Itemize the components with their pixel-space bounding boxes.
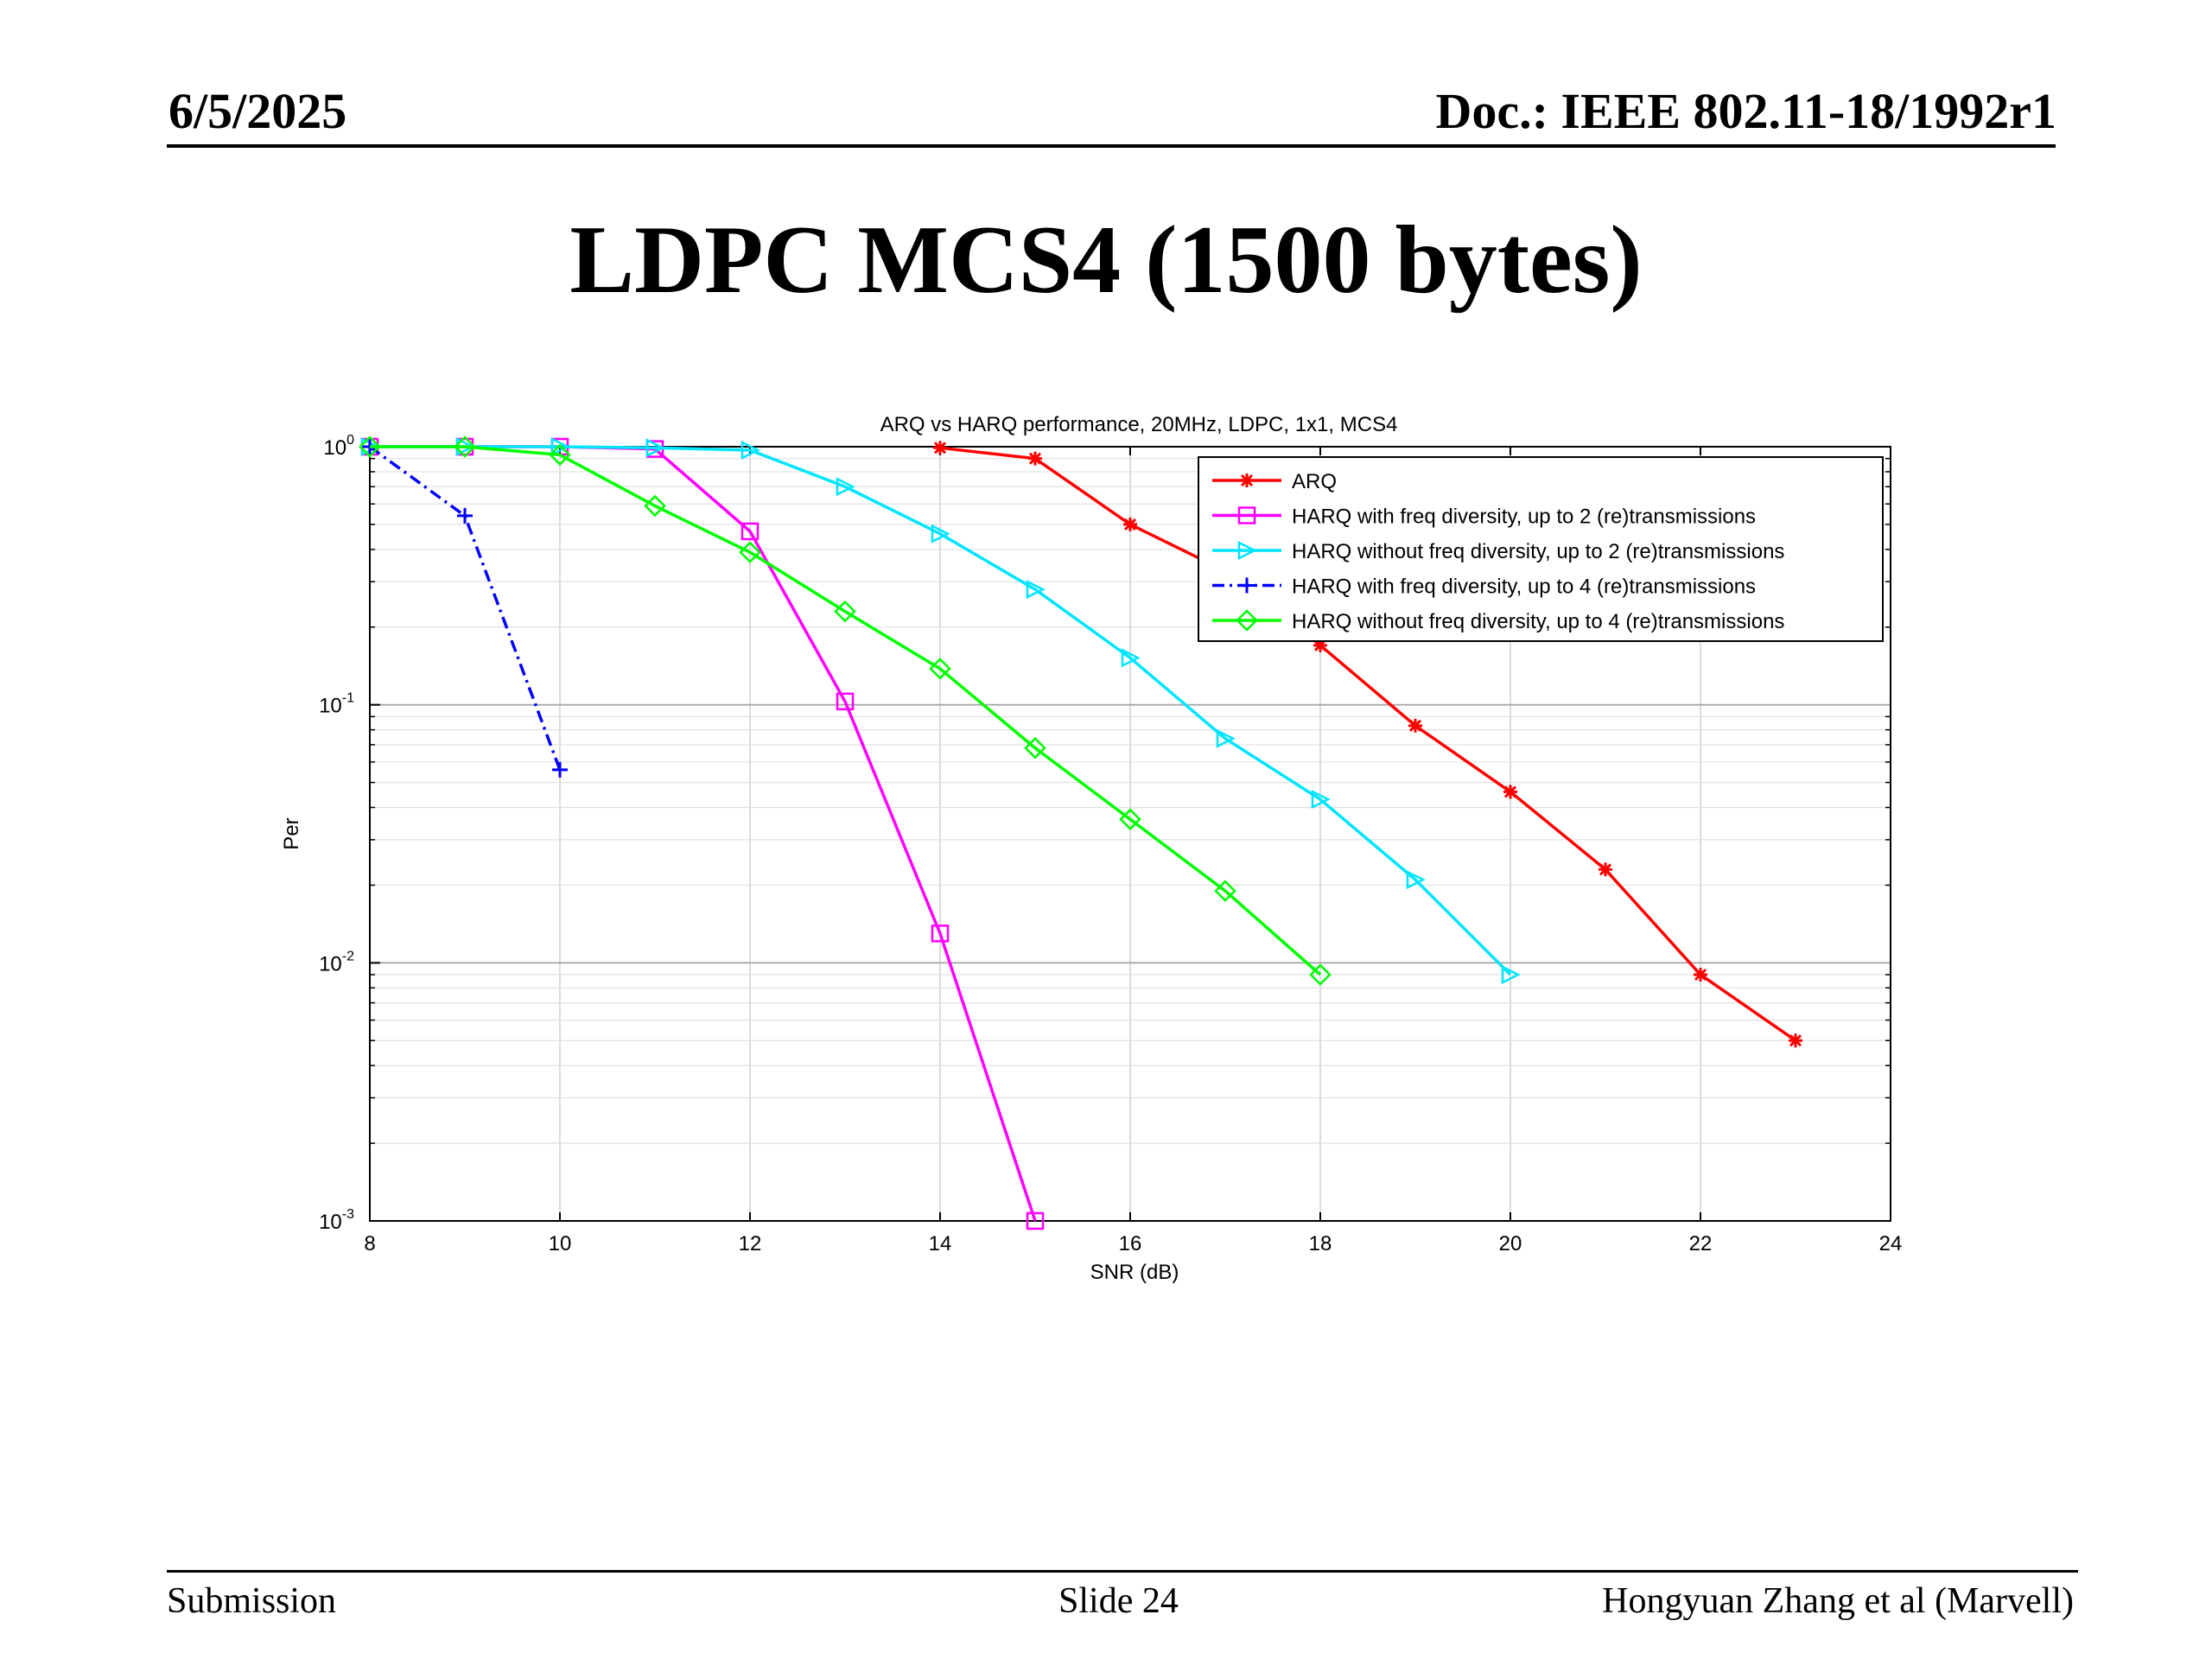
data-point-marker xyxy=(1789,1033,1802,1048)
data-point-marker xyxy=(549,443,571,467)
legend-item: ARQ xyxy=(1212,470,1337,493)
data-point-marker xyxy=(1309,963,1332,986)
data-point-marker xyxy=(933,441,947,455)
series-line xyxy=(368,445,562,771)
slide-date: 6/5/2025 xyxy=(168,83,347,139)
chart-title: ARQ vs HARQ performance, 20MHz, LDPC, 1x… xyxy=(880,413,1398,436)
x-tick-label: 16 xyxy=(1119,1232,1142,1255)
legend-label: HARQ with freq diversity, up to 4 (re)tr… xyxy=(1292,575,1756,599)
series-1 xyxy=(933,441,1802,1048)
legend-marker xyxy=(1240,474,1254,487)
data-point-marker xyxy=(1313,638,1327,652)
data-point-marker xyxy=(931,925,950,943)
data-point-marker xyxy=(454,435,476,458)
legend-label: HARQ without freq diversity, up to 4 (re… xyxy=(1292,610,1784,633)
series-line xyxy=(939,446,1796,1042)
data-point-marker xyxy=(1503,785,1517,799)
series-line xyxy=(370,445,1322,976)
data-point-marker xyxy=(1028,451,1042,466)
data-point-marker xyxy=(1123,517,1137,531)
header-divider xyxy=(167,144,2056,148)
data-point-marker xyxy=(359,435,381,458)
legend-item: HARQ with freq diversity, up to 4 (re)tr… xyxy=(1212,575,1756,599)
data-point-marker xyxy=(1024,736,1046,760)
x-tick-label: 14 xyxy=(929,1232,952,1255)
x-tick-label: 22 xyxy=(1689,1232,1713,1255)
data-point-marker xyxy=(836,477,855,497)
data-point-marker xyxy=(929,658,951,680)
y-tick-label: 10-1 xyxy=(319,691,354,718)
data-point-marker xyxy=(1026,1211,1045,1230)
data-point-marker xyxy=(550,436,570,457)
data-point-marker xyxy=(1311,790,1331,810)
data-point-marker xyxy=(1121,648,1141,668)
data-point-marker xyxy=(834,600,856,623)
x-tick-label: 20 xyxy=(1499,1232,1522,1255)
footer-submission: Submission xyxy=(167,1581,337,1621)
legend-item: HARQ without freq diversity, up to 2 (re… xyxy=(1212,540,1784,563)
data-point-marker xyxy=(836,692,855,711)
legend-label: HARQ with freq diversity, up to 2 (re)tr… xyxy=(1292,505,1756,529)
x-tick-label: 12 xyxy=(739,1232,762,1255)
data-point-marker xyxy=(1119,808,1141,830)
data-point-marker xyxy=(1694,968,1707,982)
x-tick-label: 18 xyxy=(1309,1232,1332,1255)
x-axis-label: SNR (dB) xyxy=(1090,1261,1179,1284)
x-tick-label: 24 xyxy=(1879,1232,1903,1255)
series-2 xyxy=(360,437,1045,1230)
data-point-marker xyxy=(931,524,950,543)
x-tick-label: 8 xyxy=(364,1232,375,1255)
data-point-marker xyxy=(644,494,666,518)
legend-item: HARQ without freq diversity, up to 4 (re… xyxy=(1212,609,1784,633)
axis-ticks: 8 10 12 14 16 18 20 22 24 100 10-1 10-2 10-3 xyxy=(319,433,1902,1255)
data-point-marker xyxy=(1501,964,1521,985)
data-point-marker xyxy=(741,522,760,541)
legend-marker xyxy=(1237,540,1257,561)
legend-label: ARQ xyxy=(1292,470,1337,493)
legend-marker xyxy=(1236,609,1258,632)
data-point-marker xyxy=(1216,728,1236,748)
legend-marker xyxy=(1239,577,1255,594)
legend-box xyxy=(1198,456,1884,642)
footer-author: Hongyuan Zhang et al (Marvell) xyxy=(1602,1581,2074,1621)
footer-divider xyxy=(167,1570,2078,1573)
data-point-marker xyxy=(1026,580,1046,600)
data-point-marker xyxy=(741,440,760,460)
data-point-marker xyxy=(552,761,568,778)
legend: ARQ HARQ with freq diversity, up to 2 (re… xyxy=(1198,456,1884,642)
data-point-marker xyxy=(1599,862,1612,877)
y-tick-label: 10-2 xyxy=(319,949,354,976)
x-tick-label: 10 xyxy=(549,1232,572,1255)
data-point-marker xyxy=(645,438,665,458)
y-tick-label: 10-3 xyxy=(319,1207,354,1234)
data-point-marker xyxy=(739,541,761,563)
footer-slide-number: Slide 24 xyxy=(1058,1581,1179,1621)
series-lines xyxy=(359,435,1802,1230)
document-id: Doc.: IEEE 802.11-18/1992r1 xyxy=(1435,83,2056,139)
series-line xyxy=(370,445,1037,1222)
legend-label: HARQ without freq diversity, up to 2 (re… xyxy=(1292,540,1784,563)
legend-marker xyxy=(1237,506,1256,524)
slide-title: LDPC MCS4 (1500 bytes) xyxy=(569,207,1643,314)
data-point-marker xyxy=(1406,870,1426,890)
data-point-marker xyxy=(457,507,473,524)
y-tick-label: 100 xyxy=(323,433,354,460)
y-axis-label: Per xyxy=(280,817,303,849)
data-point-marker xyxy=(1408,718,1422,733)
series-5 xyxy=(359,435,1332,986)
legend-item: HARQ with freq diversity, up to 2 (re)tr… xyxy=(1212,505,1756,529)
series-4 xyxy=(362,439,568,778)
data-point-marker xyxy=(1214,880,1236,902)
